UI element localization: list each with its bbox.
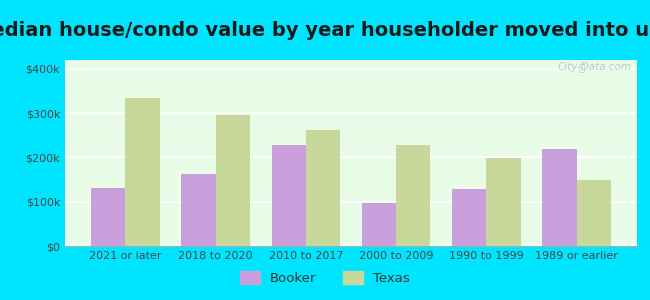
Bar [272, 145, 306, 246]
Bar [486, 158, 521, 246]
Text: ⓘ: ⓘ [578, 62, 584, 72]
Text: Median house/condo value by year householder moved into unit: Median house/condo value by year househo… [0, 21, 650, 40]
Bar [306, 130, 340, 246]
Text: City-Data.com: City-Data.com [557, 62, 631, 72]
Bar [362, 203, 396, 246]
Bar [542, 149, 577, 246]
Legend: Booker, Texas: Booker, Texas [235, 266, 415, 290]
Bar [216, 116, 250, 246]
Bar [181, 174, 216, 246]
Bar [125, 98, 160, 246]
Bar [91, 188, 125, 246]
Bar [396, 145, 430, 246]
Bar [452, 189, 486, 246]
Bar [577, 180, 611, 246]
